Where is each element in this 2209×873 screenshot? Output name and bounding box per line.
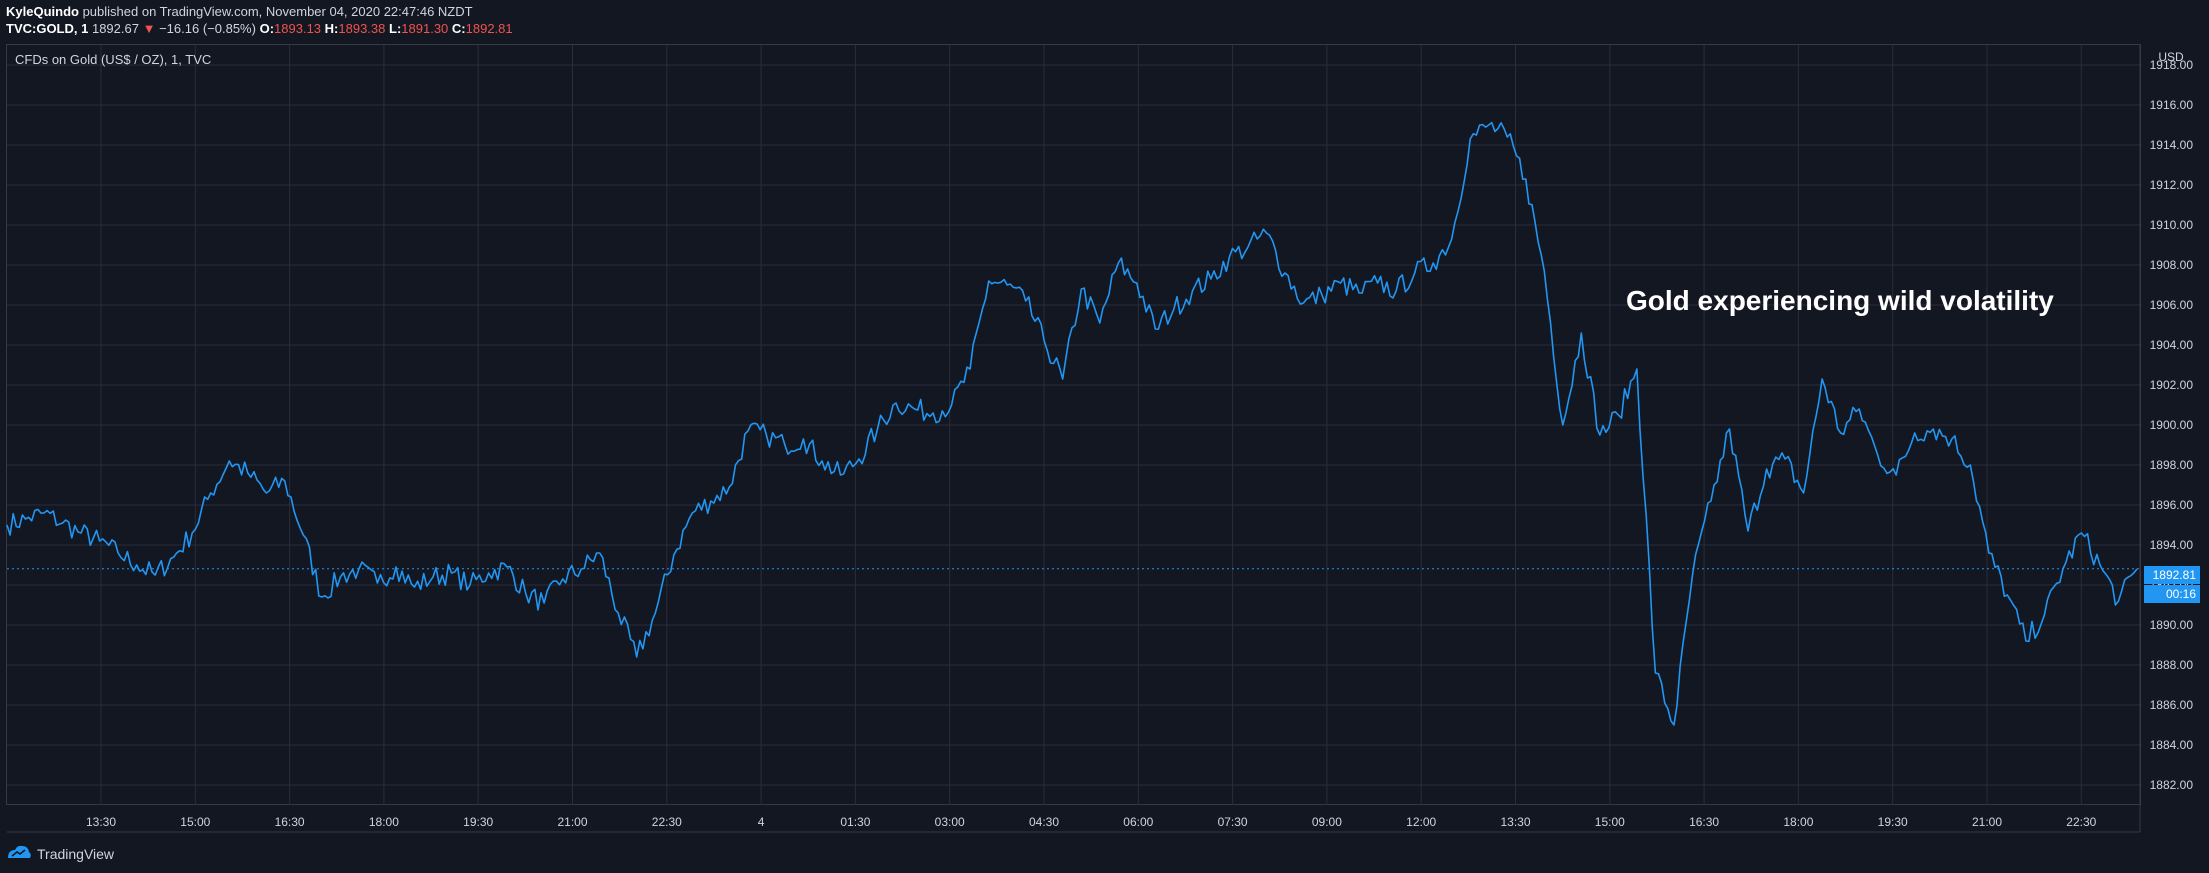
x-tick-label: 16:30 — [1689, 815, 1719, 829]
close-label: C: — [451, 21, 466, 36]
x-tick-label: 15:00 — [1595, 815, 1625, 829]
x-tick-label: 12:00 — [1406, 815, 1436, 829]
currency-label[interactable]: USD — [2158, 50, 2184, 64]
y-tick-label: 1904.00 — [2150, 338, 2194, 352]
grid-lines — [7, 45, 2140, 805]
chart-annotation[interactable]: Gold experiencing wild volatility — [1626, 285, 2054, 316]
x-tick-label: 06:00 — [1123, 815, 1153, 829]
x-tick-label: 09:00 — [1312, 815, 1342, 829]
x-tick-label: 01:30 — [840, 815, 870, 829]
open-label: O: — [259, 21, 275, 36]
symbol-label[interactable]: TVC:GOLD, 1 — [6, 21, 89, 36]
open-value: 1893.13 — [274, 21, 322, 36]
price-series-line — [6, 121, 2138, 726]
last-price-tag: 1892.81 — [2144, 566, 2200, 584]
y-tick-label: 1902.00 — [2150, 378, 2194, 392]
x-tick-label: 18:00 — [1783, 815, 1813, 829]
x-tick-label: 19:30 — [463, 815, 493, 829]
close-value: 1892.81 — [465, 21, 513, 36]
y-tick-label: 1890.00 — [2150, 618, 2194, 632]
x-tick-label: 19:30 — [1878, 815, 1908, 829]
x-tick-label: 21:00 — [1972, 815, 2002, 829]
x-tick-label: 03:00 — [935, 815, 965, 829]
y-tick-label: 1884.00 — [2150, 738, 2194, 752]
time-axis: 13:30 15:00 16:30 18:00 19:30 21:00 22:30 4 01:3… — [86, 815, 2097, 829]
y-tick-label: 1894.00 — [2150, 538, 2194, 552]
footer[interactable]: TradingView — [6, 844, 114, 863]
x-tick-label: 13:30 — [86, 815, 116, 829]
low-label: L: — [389, 21, 402, 36]
y-tick-label: 1914.00 — [2150, 138, 2194, 152]
y-tick-label: 1896.00 — [2150, 498, 2194, 512]
x-tick-label: 21:00 — [557, 815, 587, 829]
last-price: 1892.67 — [91, 21, 139, 36]
ohlc-legend: TVC:GOLD, 1 1892.67 ▼ −16.16 (−0.85%) O:… — [6, 20, 513, 38]
y-tick-label: 1906.00 — [2150, 298, 2194, 312]
x-tick-label: 22:30 — [2066, 815, 2096, 829]
high-label: H: — [324, 21, 339, 36]
y-tick-label: 1888.00 — [2150, 658, 2194, 672]
x-tick-label: 15:00 — [180, 815, 210, 829]
published-text: published on TradingView.com, November 0… — [82, 4, 473, 19]
y-tick-label: 1900.00 — [2150, 418, 2194, 432]
x-tick-label: 16:30 — [275, 815, 305, 829]
y-tick-label: 1898.00 — [2150, 458, 2194, 472]
countdown-tag: 00:16 — [2144, 585, 2200, 603]
chart-title: CFDs on Gold (US$ / OZ), 1, TVC — [15, 52, 212, 67]
down-arrow-icon: ▼ — [142, 21, 156, 36]
price-axis: 1882.001884.001886.001888.001890.001892.… — [2150, 58, 2194, 792]
x-tick-label: 18:00 — [369, 815, 399, 829]
high-value: 1893.38 — [338, 21, 386, 36]
y-tick-label: 1886.00 — [2150, 698, 2194, 712]
y-tick-label: 1918.00 — [2150, 58, 2194, 72]
low-value: 1891.30 — [401, 21, 449, 36]
y-tick-label: 1882.00 — [2150, 778, 2194, 792]
price-change: −16.16 (−0.85%) — [159, 21, 256, 36]
tradingview-logo-icon — [6, 844, 32, 863]
x-tick-label: 04:30 — [1029, 815, 1059, 829]
y-tick-label: 1908.00 — [2150, 258, 2194, 272]
x-tick-label: 4 — [758, 815, 765, 829]
x-tick-label: 22:30 — [652, 815, 682, 829]
y-tick-label: 1910.00 — [2150, 218, 2194, 232]
publish-info: KyleQuindo published on TradingView.com,… — [6, 3, 473, 21]
y-tick-label: 1912.00 — [2150, 178, 2194, 192]
x-tick-label: 13:30 — [1500, 815, 1530, 829]
brand-name: TradingView — [37, 845, 115, 862]
author-name[interactable]: KyleQuindo — [6, 4, 79, 19]
x-tick-label: 07:30 — [1218, 815, 1248, 829]
y-tick-label: 1916.00 — [2150, 98, 2194, 112]
